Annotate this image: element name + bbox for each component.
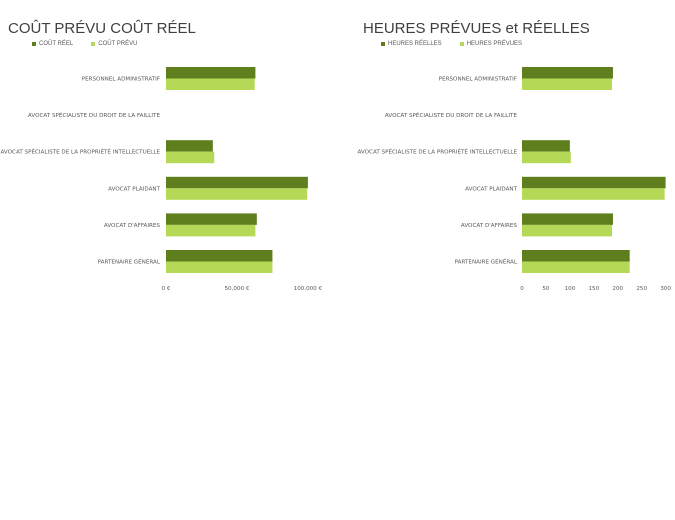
tick-label: 100,000 € (294, 286, 323, 292)
category-label: AVOCAT SPÉCIALISTE DE LA PROPRIÉTÉ INTEL… (0, 148, 160, 156)
bar (522, 224, 612, 237)
legend-swatch-planned (91, 42, 96, 46)
legend-label: COÛT PRÉVU (98, 41, 138, 47)
legend-item-planned: HEURES PRÉVUES (459, 41, 523, 47)
bar (522, 78, 612, 90)
category-label: PARTENAIRE GÉNÉRAL (98, 258, 161, 266)
bar (166, 67, 256, 79)
bar (166, 151, 215, 164)
legend-label: COÛT RÉEL (39, 41, 74, 47)
category-label: AVOCAT D'AFFAIRES (104, 223, 161, 229)
tick-label: 50 (542, 286, 550, 292)
bar (166, 176, 308, 189)
bar (166, 188, 308, 200)
bar (522, 213, 613, 225)
tick-label: 50,000 € (224, 286, 249, 292)
cost-chart: COÛT PRÉVU COÛT RÉEL COÛT RÉEL COÛT PRÉV… (0, 0, 340, 300)
bar (522, 176, 666, 189)
category-label: PARTENAIRE GÉNÉRAL (455, 258, 518, 266)
bar (166, 250, 273, 262)
bar (522, 188, 665, 200)
legend-label: HEURES RÉELLES (388, 41, 442, 47)
legend-swatch-planned (459, 42, 464, 46)
legend: COÛT RÉEL COÛT PRÉVU (32, 41, 137, 47)
category-label: AVOCAT SPÉCIALISTE DU DROIT DE LA FAILLI… (385, 111, 518, 119)
legend-item-actual: COÛT RÉEL (32, 41, 73, 47)
category-label: PERSONNEL ADMINISTRATIF (82, 77, 160, 83)
category-label: AVOCAT PLAIDANT (108, 186, 160, 192)
hours-chart: HEURES PRÉVUES et RÉELLES HEURES RÉELLES… (355, 0, 675, 300)
bar (166, 78, 255, 90)
legend-swatch-actual (381, 42, 385, 46)
bar (522, 140, 570, 152)
tick-label: 100 (565, 286, 576, 292)
bar (522, 250, 630, 262)
bar (522, 151, 571, 164)
category-label: AVOCAT D'AFFAIRES (461, 223, 518, 229)
bar (522, 261, 630, 273)
legend-item-actual: HEURES RÉELLES (381, 41, 442, 47)
category-label: AVOCAT SPÉCIALISTE DU DROIT DE LA FAILLI… (28, 111, 161, 119)
tick-label: 200 (612, 286, 623, 292)
tick-label: 0 € (162, 286, 171, 292)
tick-label: 250 (636, 286, 647, 292)
category-label: AVOCAT SPÉCIALISTE DE LA PROPRIÉTÉ INTEL… (357, 148, 517, 156)
bar (166, 213, 257, 225)
legend-item-planned: COÛT PRÉVU (91, 41, 137, 47)
cost-plot: PERSONNEL ADMINISTRATIF AVOCAT SPÉCIALIST… (0, 67, 323, 292)
chart-title: COÛT PRÉVU COÛT RÉEL (8, 20, 196, 37)
legend-swatch-actual (32, 42, 36, 46)
chart-title: HEURES PRÉVUES et RÉELLES (363, 20, 590, 37)
legend-label: HEURES PRÉVUES (466, 41, 523, 47)
tick-label: 0 (520, 286, 524, 292)
bar (522, 67, 613, 79)
category-label: AVOCAT PLAIDANT (465, 186, 517, 192)
legend: HEURES RÉELLES HEURES PRÉVUES (381, 41, 522, 47)
tick-label: 150 (588, 286, 599, 292)
bar (166, 224, 256, 237)
bar (166, 140, 213, 152)
hours-plot: PERSONNEL ADMINISTRATIF AVOCAT SPÉCIALIST… (357, 67, 671, 292)
bar (166, 261, 273, 273)
category-label: PERSONNEL ADMINISTRATIF (439, 77, 517, 83)
tick-label: 300 (660, 286, 671, 292)
